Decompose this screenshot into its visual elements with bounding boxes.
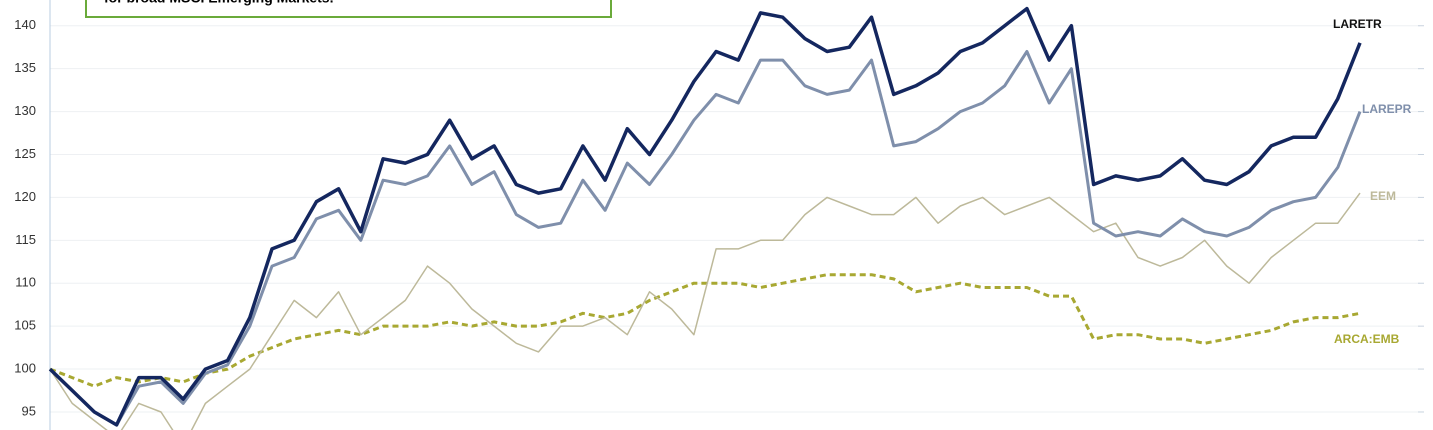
y-tick-label: 140 — [14, 17, 36, 32]
y-tick-label: 125 — [14, 146, 36, 161]
annotation-box — [85, 0, 612, 18]
series-label: EEM — [1370, 189, 1396, 203]
annotation: for broad MSCI Emerging Markets. — [104, 0, 333, 6]
y-tick-label: 130 — [14, 103, 36, 118]
y-tick-label: 115 — [15, 232, 36, 247]
y-tick-label: 135 — [14, 60, 36, 75]
series-line — [49, 273, 1361, 388]
series-line — [48, 50, 1362, 427]
y-tick-label: 95 — [22, 403, 36, 418]
series-line — [48, 6, 1362, 427]
series-line — [49, 192, 1361, 430]
y-tick-label: 110 — [15, 275, 36, 290]
y-tick-label: 120 — [14, 189, 36, 204]
series-label: LAREPR — [1362, 102, 1412, 116]
y-tick-label: 105 — [14, 318, 36, 333]
series-label: ARCA:EMB — [1334, 332, 1400, 346]
y-tick-label: 100 — [14, 360, 36, 375]
series-label: LARETR — [1333, 17, 1382, 31]
